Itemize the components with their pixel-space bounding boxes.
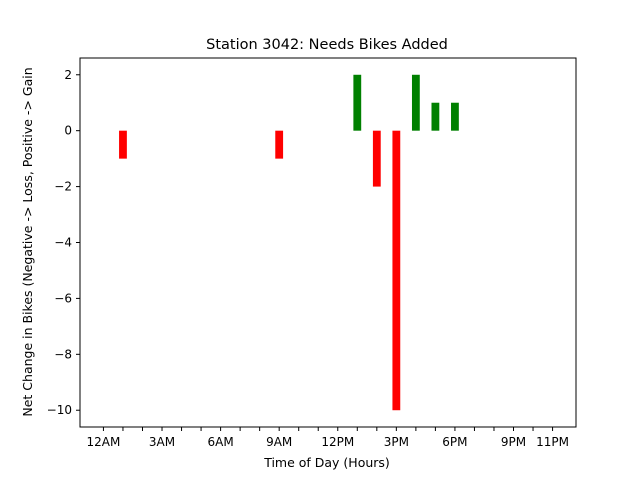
bar-7: [451, 102, 459, 131]
x-tick-label-21: 9PM: [501, 435, 526, 449]
bar-3: [372, 130, 381, 187]
bar-0: [119, 130, 127, 159]
bar-6: [431, 102, 440, 131]
x-tick-label-3: 3AM: [149, 435, 175, 449]
bars-group: [119, 74, 459, 411]
y-tick-label-4: −2: [54, 180, 72, 194]
x-tick-label-9: 9AM: [266, 435, 292, 449]
x-tick-label-18: 6PM: [442, 435, 467, 449]
y-tick-label-6: 2: [64, 68, 72, 82]
y-tick-label-0: −10: [47, 403, 72, 417]
y-tick-label-2: −6: [54, 291, 72, 305]
bar-2: [353, 74, 362, 131]
bar-4: [392, 130, 401, 411]
x-tick-label-23: 11PM: [536, 435, 569, 449]
y-axis-label: Net Change in Bikes (Negative -> Loss, P…: [20, 67, 35, 416]
x-axis-ticks: 12AM 3AM 6AM 9AM 12PM 3PM 6PM 9PM 11PM: [87, 427, 569, 449]
bar-5: [411, 74, 420, 131]
x-tick-label-15: 3PM: [384, 435, 409, 449]
y-tick-label-3: −4: [54, 236, 72, 250]
bar-1: [275, 130, 284, 159]
x-axis-label: Time of Day (Hours): [263, 455, 390, 470]
x-tick-label-12: 12PM: [321, 435, 354, 449]
chart-title: Station 3042: Needs Bikes Added: [206, 37, 448, 53]
y-tick-label-1: −8: [54, 347, 72, 361]
x-tick-label-0: 12AM: [87, 435, 121, 449]
x-tick-label-6: 6AM: [207, 435, 233, 449]
y-tick-label-5: 0: [64, 124, 72, 138]
y-axis-ticks: −10 −8 −6 −4 −2 0 2: [47, 68, 80, 417]
